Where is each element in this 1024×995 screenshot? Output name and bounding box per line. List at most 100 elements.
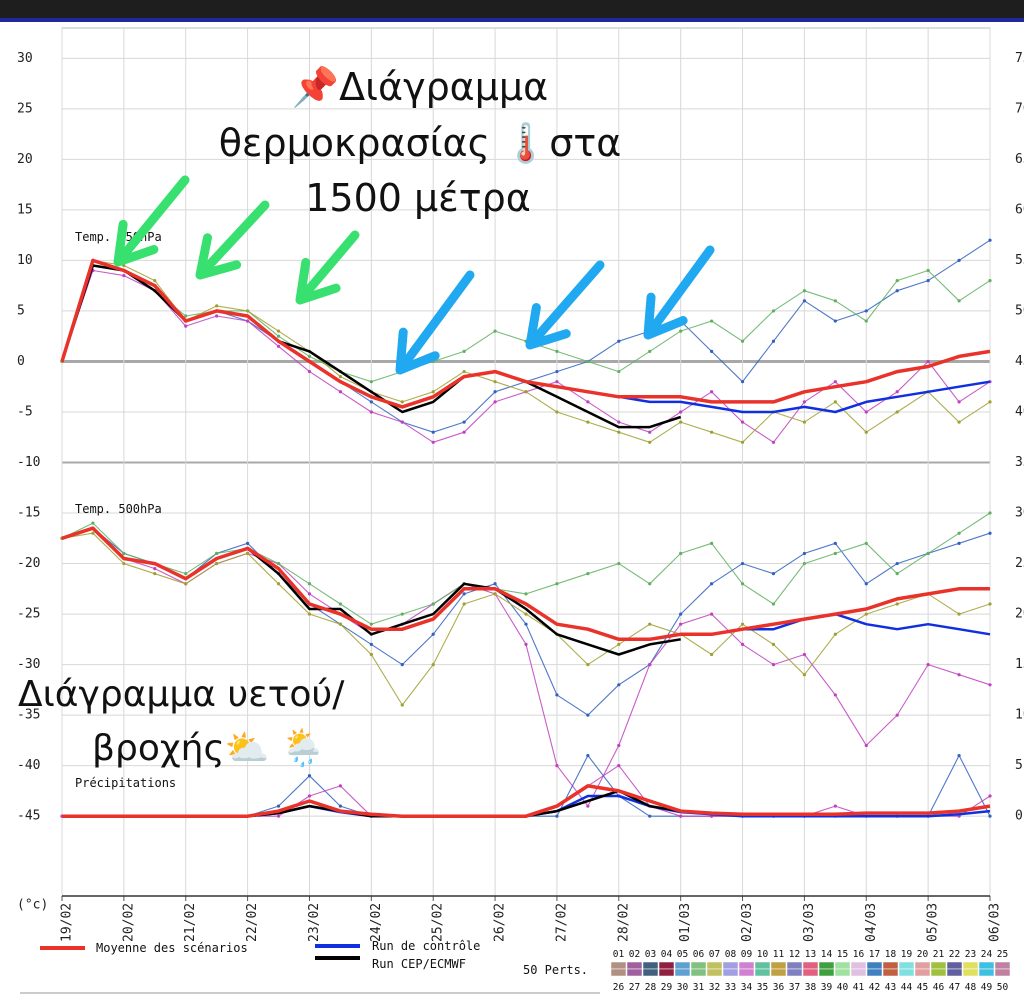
member-point bbox=[710, 582, 714, 586]
member-point bbox=[710, 319, 714, 323]
member-point bbox=[895, 279, 899, 283]
pert-number: 01 bbox=[613, 949, 625, 960]
y-tick-label: -40 bbox=[17, 758, 40, 773]
pert-swatch bbox=[738, 961, 755, 970]
y-tick-label: 5 bbox=[17, 303, 25, 318]
pert-number: 26 bbox=[613, 982, 625, 993]
pert-number: 47 bbox=[949, 982, 960, 993]
overlay-precip: Διάγραμμα υετού/ bbox=[18, 674, 345, 715]
x-tick-label: 01/03 bbox=[678, 903, 693, 942]
pert-swatch bbox=[770, 961, 787, 970]
member-point bbox=[276, 561, 281, 566]
pert-swatch bbox=[914, 968, 931, 977]
x-tick-label: 20/02 bbox=[121, 903, 136, 942]
x-tick-label: 23/02 bbox=[307, 903, 322, 942]
member-point bbox=[740, 440, 745, 444]
member-point bbox=[679, 551, 683, 556]
member-point bbox=[957, 420, 961, 424]
pert-number: 30 bbox=[677, 982, 689, 993]
member-point bbox=[276, 334, 281, 338]
member-point bbox=[864, 319, 868, 323]
member-point bbox=[617, 430, 621, 434]
pert-swatch bbox=[706, 968, 723, 977]
member-point bbox=[833, 541, 837, 545]
member-point bbox=[122, 561, 126, 566]
member-point bbox=[462, 369, 466, 374]
member-point bbox=[555, 410, 559, 414]
member-point bbox=[740, 380, 745, 384]
annotation-arrow bbox=[113, 175, 190, 267]
pert-swatch bbox=[834, 961, 851, 970]
member-point bbox=[338, 602, 342, 606]
y-tick-label: 10 bbox=[17, 253, 33, 268]
member-point bbox=[679, 622, 683, 626]
member-point bbox=[586, 663, 590, 667]
pert-swatch bbox=[898, 961, 915, 970]
y2-tick-label: 35 bbox=[1015, 455, 1024, 470]
pert-swatch bbox=[642, 968, 659, 977]
pert-swatch bbox=[642, 961, 659, 970]
pert-number: 19 bbox=[901, 949, 913, 960]
member-point bbox=[153, 572, 157, 576]
pert-number: 22 bbox=[949, 949, 960, 960]
member-point bbox=[710, 430, 714, 434]
member-point bbox=[895, 572, 899, 576]
member-point bbox=[431, 440, 435, 444]
pert-swatch bbox=[626, 968, 643, 977]
pert-swatch bbox=[610, 968, 627, 977]
pert-number: 34 bbox=[741, 982, 753, 993]
pert-number: 31 bbox=[693, 982, 705, 993]
top-stripe bbox=[0, 18, 1024, 22]
member-point bbox=[802, 400, 807, 404]
member-point bbox=[369, 400, 373, 404]
member-point bbox=[957, 541, 961, 545]
y2-tick-label: 10 bbox=[1015, 708, 1024, 723]
member-point bbox=[215, 314, 219, 318]
member-point bbox=[679, 814, 683, 818]
member-point bbox=[246, 551, 250, 556]
member-point bbox=[462, 420, 466, 424]
labels: 302520151050-5-10-15-20-25-30-35-40-4575… bbox=[17, 51, 1024, 993]
member-point bbox=[648, 663, 652, 667]
member-point bbox=[771, 602, 776, 606]
pert-swatch bbox=[786, 961, 803, 970]
member-point bbox=[524, 612, 528, 616]
pert-swatch bbox=[786, 968, 803, 977]
pert-number: 24 bbox=[981, 949, 993, 960]
member-point bbox=[771, 309, 776, 313]
member-point bbox=[555, 693, 559, 697]
x-tick-label: 05/03 bbox=[926, 903, 941, 942]
x-tick-label: 26/02 bbox=[493, 903, 508, 942]
member-point bbox=[802, 299, 807, 303]
x-tick-label: 27/02 bbox=[554, 903, 569, 942]
member-point bbox=[586, 572, 590, 576]
y-tick-label: 0 bbox=[17, 354, 25, 369]
member-point bbox=[957, 258, 961, 263]
member-point bbox=[338, 390, 342, 394]
member-point bbox=[431, 632, 435, 636]
member-point bbox=[246, 309, 250, 313]
member-point bbox=[524, 592, 528, 596]
pert-number: 45 bbox=[917, 982, 928, 993]
pert-swatch bbox=[882, 961, 899, 970]
pert-number: 16 bbox=[853, 949, 865, 960]
pert-number: 02 bbox=[629, 949, 640, 960]
member-point bbox=[338, 804, 342, 808]
pert-number: 15 bbox=[837, 949, 848, 960]
y2-tick-label: 55 bbox=[1015, 253, 1024, 268]
pert-swatch bbox=[914, 961, 931, 970]
member-point bbox=[740, 582, 745, 586]
member-point bbox=[369, 380, 373, 384]
pert-number: 46 bbox=[933, 982, 945, 993]
member-point bbox=[957, 612, 961, 616]
member-point bbox=[493, 582, 497, 586]
y2-tick-label: 20 bbox=[1015, 607, 1024, 622]
member-point bbox=[122, 551, 126, 556]
member-point bbox=[895, 561, 899, 566]
y-tick-label: 15 bbox=[17, 202, 33, 217]
pert-swatch bbox=[962, 961, 979, 970]
member-point bbox=[802, 652, 807, 657]
pert-swatch bbox=[850, 961, 867, 970]
pert-swatch bbox=[930, 968, 947, 977]
